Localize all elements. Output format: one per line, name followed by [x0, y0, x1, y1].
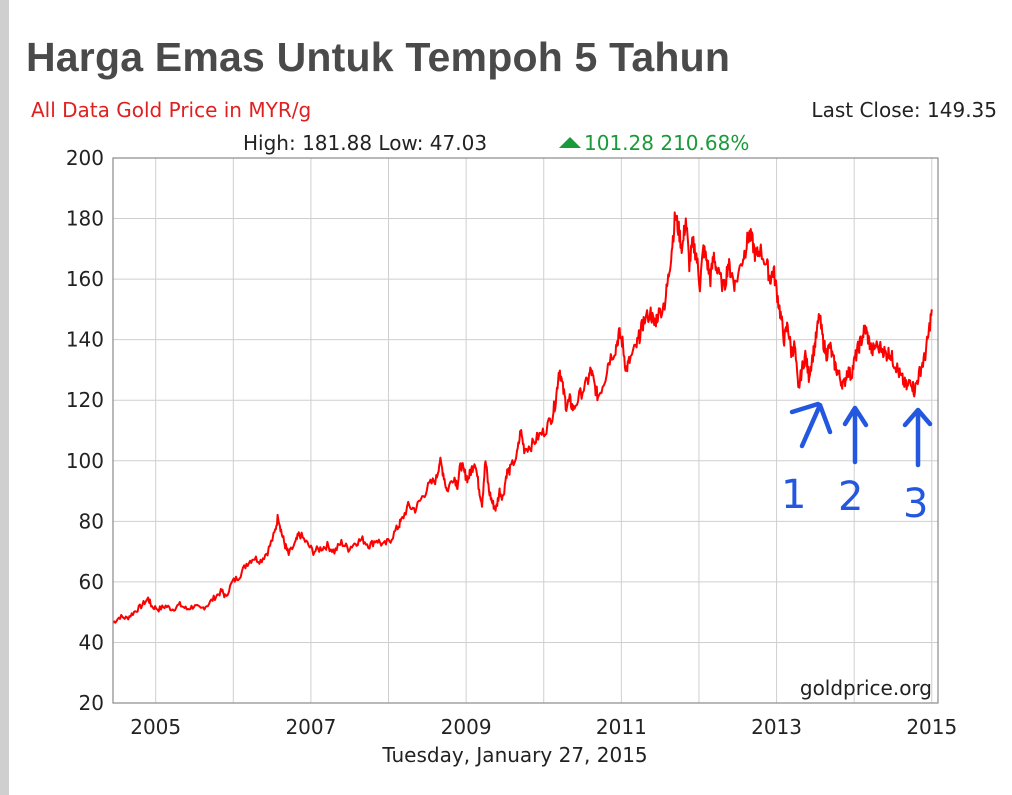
x-tick-label: 2007 — [285, 715, 336, 739]
y-tick-label: 200 — [66, 146, 104, 170]
x-tick-label: 2013 — [751, 715, 802, 739]
y-tick-label: 40 — [79, 630, 104, 654]
gold-price-line — [112, 211, 933, 624]
x-tick-label: 2015 — [906, 715, 957, 739]
x-tick-label: 2005 — [130, 715, 181, 739]
watermark: goldprice.org — [800, 676, 932, 700]
y-tick-label: 20 — [79, 691, 104, 715]
annotation-arrow-3-icon — [902, 407, 933, 468]
last-close-label: Last Close: 149.35 — [811, 98, 997, 122]
x-tick-labels: 2005 2007 2009 2011 2013 2015 — [130, 715, 957, 739]
stats-line: High: 181.88 Low: 47.03 — [243, 131, 487, 155]
y-tick-label: 180 — [66, 207, 104, 231]
hand-annotations — [789, 401, 933, 468]
plot-frame — [112, 157, 939, 704]
y-tick-labels: 20 40 60 80 100 120 140 160 180 200 — [66, 146, 104, 715]
annotation-label-3: 3 — [903, 481, 928, 527]
annotation-arrow-2-icon — [842, 405, 869, 465]
annotation-label-1: 1 — [781, 472, 806, 518]
chart-title: All Data Gold Price in MYR/g — [31, 98, 311, 122]
y-tick-label: 140 — [66, 328, 104, 352]
left-edge-bar — [0, 0, 9, 795]
low-label: Low: 47.03 — [378, 131, 487, 155]
y-tick-label: 80 — [79, 509, 104, 533]
annotation-label-2: 2 — [838, 474, 863, 520]
x-tick-label: 2011 — [596, 715, 647, 739]
y-tick-label: 120 — [66, 388, 104, 412]
annotation-arrow-1b-icon — [789, 401, 821, 415]
y-tick-label: 60 — [79, 570, 104, 594]
up-triangle-icon — [559, 137, 581, 148]
grid — [113, 157, 938, 704]
page-title: Harga Emas Untuk Tempoh 5 Tahun — [26, 34, 731, 80]
date-label: Tuesday, January 27, 2015 — [381, 743, 647, 767]
y-tick-label: 160 — [66, 267, 104, 291]
high-label: High: 181.88 — [243, 131, 372, 155]
annotation-arrow-1-icon — [799, 402, 833, 449]
x-tick-label: 2009 — [441, 715, 492, 739]
change-label: 101.28 210.68% — [584, 131, 749, 155]
y-tick-label: 100 — [66, 449, 104, 473]
